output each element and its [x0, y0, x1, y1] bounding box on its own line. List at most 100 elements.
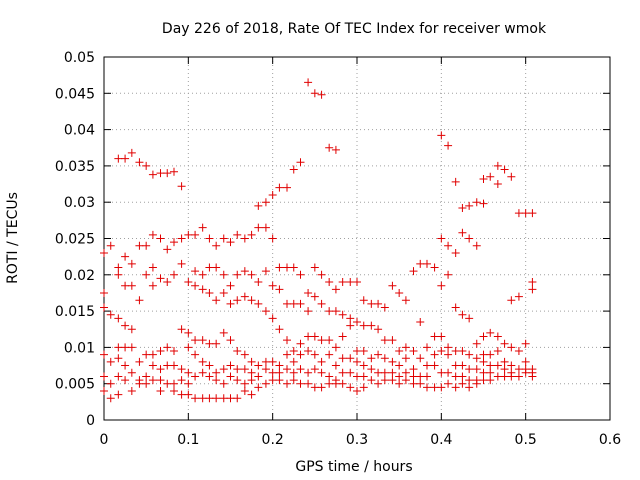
data-point: [212, 296, 221, 305]
data-point: [458, 310, 467, 319]
data-point: [219, 328, 228, 337]
data-point: [163, 169, 172, 178]
data-point: [226, 372, 235, 381]
data-point: [219, 234, 228, 243]
data-point: [142, 270, 151, 279]
data-point: [114, 263, 123, 272]
data-point: [177, 259, 186, 268]
data-point: [247, 368, 256, 377]
data-point: [268, 190, 277, 199]
data-point: [367, 376, 376, 385]
data-point: [142, 161, 151, 170]
data-point: [430, 263, 439, 272]
data-point: [135, 158, 144, 167]
data-point: [507, 172, 516, 181]
data-point: [100, 303, 108, 312]
data-point: [317, 383, 326, 392]
data-point: [444, 368, 453, 377]
data-point: [233, 270, 242, 279]
data-point: [268, 314, 277, 323]
data-point: [148, 350, 157, 359]
data-point: [156, 169, 165, 178]
data-point: [205, 263, 214, 272]
data-point: [325, 278, 334, 287]
data-point: [148, 170, 157, 179]
data-point: [233, 347, 242, 356]
data-point: [331, 379, 340, 388]
data-point: [304, 347, 313, 356]
data-point: [268, 376, 277, 385]
data-point: [296, 270, 305, 279]
data-point: [191, 230, 200, 239]
data-point: [184, 343, 193, 352]
data-point: [325, 336, 334, 345]
data-point: [142, 372, 151, 381]
data-point: [191, 394, 200, 403]
data-point: [198, 368, 207, 377]
data-point: [472, 241, 481, 250]
x-tick-label: 0.1: [177, 432, 199, 448]
data-point: [346, 383, 355, 392]
data-point: [493, 180, 502, 189]
data-point: [304, 307, 313, 316]
data-point: [177, 182, 186, 191]
y-axis-label: ROTI / TECUs: [5, 192, 21, 284]
data-point: [219, 270, 228, 279]
data-point: [359, 361, 368, 370]
data-point: [121, 376, 130, 385]
data-point: [100, 249, 108, 258]
data-point: [177, 376, 186, 385]
data-point: [310, 263, 319, 272]
data-point: [254, 299, 263, 308]
data-point: [283, 350, 292, 359]
data-point: [325, 379, 334, 388]
data-point: [528, 285, 537, 294]
data-point: [127, 368, 136, 377]
data-point: [317, 368, 326, 377]
data-point: [380, 354, 389, 363]
data-point: [528, 278, 537, 287]
data-point: [212, 263, 221, 272]
data-point: [422, 343, 431, 352]
data-point: [437, 368, 446, 377]
data-point: [465, 365, 474, 374]
data-point: [275, 376, 284, 385]
x-axis: 0 0.1 0.2 0.3 0.4 0.5 0.6: [100, 57, 621, 448]
data-point: [359, 347, 368, 356]
data-point: [212, 339, 221, 348]
data-point: [486, 172, 495, 181]
data-point: [296, 339, 305, 348]
data-point: [177, 325, 186, 334]
data-point: [169, 386, 178, 395]
data-point: [184, 379, 193, 388]
data-point: [437, 383, 446, 392]
y-tick-label: 0.04: [64, 123, 95, 139]
data-point: [198, 357, 207, 366]
data-point: [359, 383, 368, 392]
data-point: [212, 394, 221, 403]
data-point: [135, 379, 144, 388]
data-point: [401, 343, 410, 352]
data-point: [169, 270, 178, 279]
data-point: [233, 376, 242, 385]
data-point: [156, 274, 165, 283]
data-point: [233, 296, 242, 305]
data-point: [198, 223, 207, 232]
data-point: [127, 386, 136, 395]
data-point: [380, 303, 389, 312]
data-point: [226, 299, 235, 308]
data-point: [325, 143, 334, 152]
data-point: [191, 372, 200, 381]
data-point: [458, 361, 467, 370]
data-point: [198, 336, 207, 345]
data-point: [289, 368, 298, 377]
data-point: [367, 321, 376, 330]
data-point: [451, 372, 460, 381]
data-point: [430, 350, 439, 359]
data-point: [310, 383, 319, 392]
data-point: [254, 223, 263, 232]
y-tick-label: 0.025: [55, 232, 95, 248]
y-tick-label: 0.01: [64, 340, 95, 356]
data-point: [296, 299, 305, 308]
data-point: [359, 296, 368, 305]
